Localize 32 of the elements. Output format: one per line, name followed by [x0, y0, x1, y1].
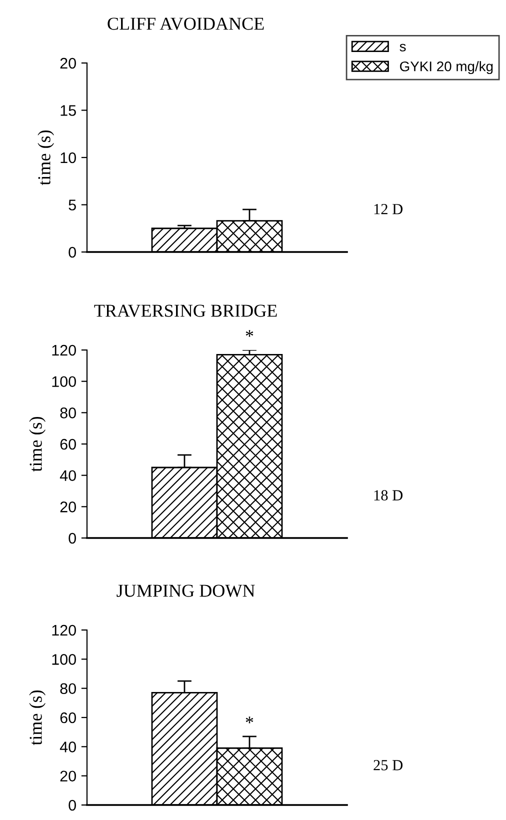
- text: *: [246, 330, 254, 337]
- y-tick-label: 5: [68, 200, 76, 210]
- y-tick-label: 100: [52, 376, 76, 388]
- chart-title: TRAVERSING BRIDGE: [94, 304, 277, 317]
- text: 12 D: [374, 204, 403, 214]
- y-tick-label: 120: [52, 624, 76, 636]
- y-tick-label: 100: [52, 654, 76, 665]
- y-tick-label: 20: [60, 502, 76, 512]
- y-tick-label: 0: [68, 800, 76, 811]
- y-tick-label: 40: [60, 742, 76, 752]
- y-tick-label: 10: [60, 152, 76, 164]
- y-tick-label: 60: [60, 438, 76, 450]
- y-axis-title: time (s): [38, 130, 54, 186]
- legend-label: s: [400, 44, 406, 52]
- text: 25 D: [374, 760, 403, 770]
- y-axis-title: time (s): [29, 690, 46, 746]
- text: 18 D: [374, 490, 403, 500]
- y-tick-label: 80: [60, 683, 76, 694]
- legend-label: GYKI 20 mg/kg: [400, 61, 493, 74]
- y-tick-label: 20: [60, 770, 76, 782]
- y-tick-label: 40: [60, 470, 76, 482]
- y-tick-label: 0: [68, 532, 76, 544]
- annotation: *: [246, 716, 254, 724]
- chart-title: CLIFF AVOIDANCE: [108, 18, 264, 30]
- y-tick-label: 20: [60, 58, 76, 69]
- chart-title: JUMPING DOWN: [116, 584, 255, 597]
- y-tick-label: 120: [52, 344, 76, 356]
- y-tick-label: 0: [68, 246, 76, 258]
- y-tick-label: 80: [60, 408, 76, 418]
- y-axis-title: time (s): [29, 416, 46, 472]
- y-tick-label: 60: [60, 712, 76, 724]
- y-tick-label: 15: [60, 105, 76, 116]
